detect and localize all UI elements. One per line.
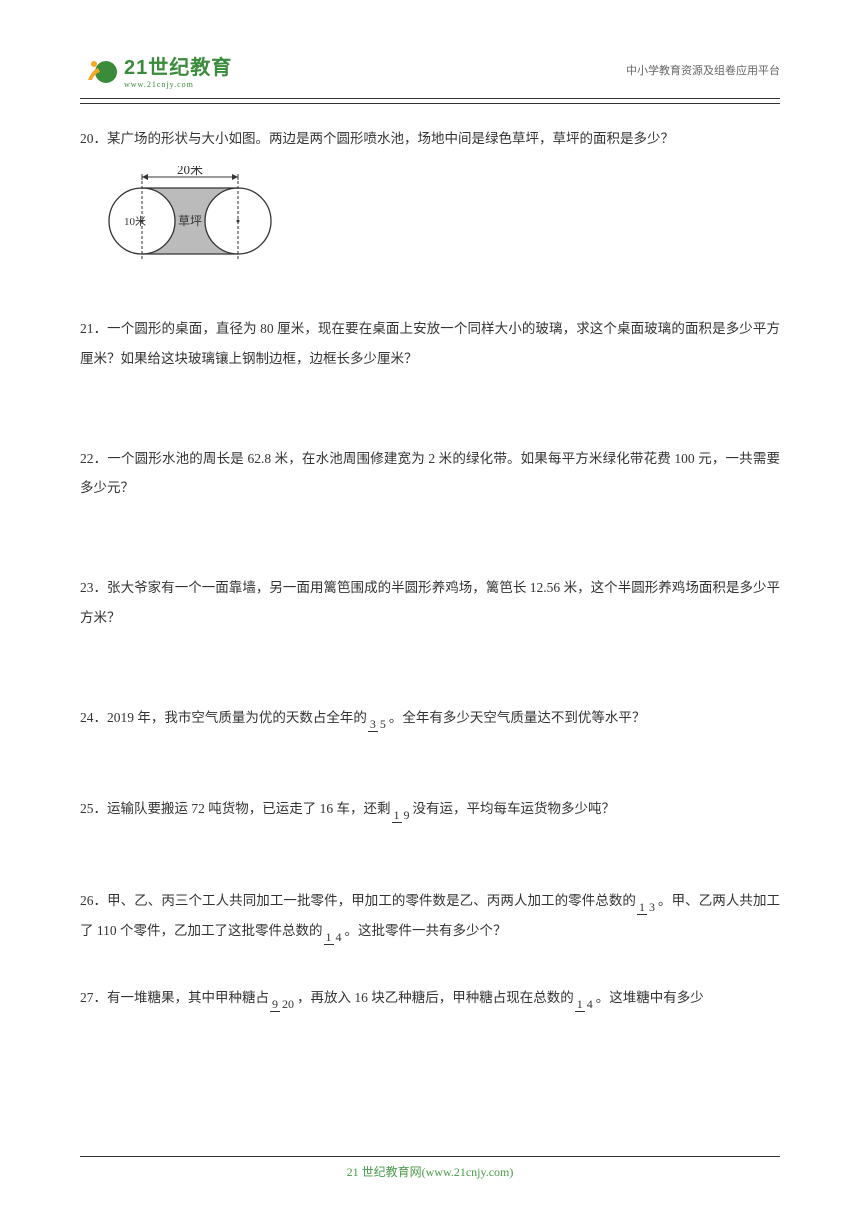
problem-body: ．张大爷家有一个一面靠墙，另一面用篱笆围成的半圆形养鸡场，篱笆长 12.56 米… (80, 580, 780, 625)
problem-number: 22 (80, 451, 94, 466)
problem-text: 25．运输队要搬运 72 吨货物，已运走了 16 车，还剩19没有运，平均每车运… (80, 794, 780, 824)
problem-body-before: ．2019 年，我市空气质量为优的天数占全年的 (94, 710, 367, 725)
problem-text: 27．有一堆糖果，其中甲种糖占920，再放入 16 块乙种糖后，甲种糖占现在总数… (80, 983, 780, 1013)
problem-number: 27 (80, 990, 94, 1005)
problem-text: 20．某广场的形状与大小如图。两边是两个圆形喷水池，场地中间是绿色草坪，草坪的面… (80, 124, 780, 154)
fig-top-label: 20米 (177, 166, 203, 177)
problem-body: ．一个圆形水池的周长是 62.8 米，在水池周围修建宽为 2 米的绿化带。如果每… (80, 451, 780, 496)
problem-27: 27．有一堆糖果，其中甲种糖占920，再放入 16 块乙种糖后，甲种糖占现在总数… (80, 983, 780, 1013)
problem-body-after: 。这堆糖中有多少 (596, 990, 704, 1005)
frac-denominator: 5 (378, 717, 388, 731)
frac-numerator: 1 (392, 808, 402, 823)
frac-denominator: 20 (280, 997, 296, 1011)
problem-body-after: 没有运，平均每车运货物多少吨？ (413, 801, 616, 816)
fig-center-label: 草坪 (178, 214, 202, 228)
frac-numerator: 3 (368, 717, 378, 732)
frac-denominator: 4 (334, 930, 344, 944)
logo-icon (80, 50, 120, 90)
logo-text: 21世纪教育 www.21cnjy.com (124, 51, 232, 89)
problem-26: 26．甲、乙、丙三个工人共同加工一批零件，甲加工的零件数是乙、丙两人加工的零件总… (80, 886, 780, 945)
page-footer: 21 世纪教育网(www.21cnjy.com) (80, 1156, 780, 1181)
frac-numerator: 1 (575, 997, 585, 1012)
problem-21: 21．一个圆形的桌面，直径为 80 厘米，现在要在桌面上安放一个同样大小的玻璃，… (80, 314, 780, 373)
logo: 21世纪教育 www.21cnjy.com (80, 50, 232, 90)
problem-body-after: 。这批零件一共有多少个？ (345, 923, 507, 938)
problem-body-after: 。全年有多少天空气质量达不到优等水平？ (389, 710, 646, 725)
logo-main-text: 21世纪教育 (124, 51, 232, 80)
fig-left-label: 10米 (124, 215, 146, 228)
header-right-text: 中小学教育资源及组卷应用平台 (626, 62, 780, 78)
problem-number: 23 (80, 580, 94, 595)
logo-sub-text: www.21cnjy.com (124, 80, 232, 89)
fraction: 19 (392, 809, 412, 821)
problem-text: 24．2019 年，我市空气质量为优的天数占全年的35。全年有多少天空气质量达不… (80, 703, 780, 733)
fraction-2: 14 (324, 931, 344, 943)
problem-text: 23．张大爷家有一个一面靠墙，另一面用篱笆围成的半圆形养鸡场，篱笆长 12.56… (80, 573, 780, 632)
problem-20: 20．某广场的形状与大小如图。两边是两个圆形喷水池，场地中间是绿色草坪，草坪的面… (80, 124, 780, 276)
frac-numerator: 1 (637, 900, 647, 915)
problem-number: 24 (80, 710, 94, 725)
problem-number: 21 (80, 321, 94, 336)
fraction-1: 920 (270, 998, 296, 1010)
frac-denominator: 3 (647, 900, 657, 914)
fraction: 35 (368, 718, 388, 730)
problem-23: 23．张大爷家有一个一面靠墙，另一面用篱笆围成的半圆形养鸡场，篱笆长 12.56… (80, 573, 780, 632)
header-line-1 (80, 98, 780, 99)
problem-body-mid: ，再放入 16 块乙种糖后，甲种糖占现在总数的 (297, 990, 574, 1005)
frac-numerator: 9 (270, 997, 280, 1012)
problem-text: 22．一个圆形水池的周长是 62.8 米，在水池周围修建宽为 2 米的绿化带。如… (80, 444, 780, 503)
problem-number: 20 (80, 131, 94, 146)
problem-22: 22．一个圆形水池的周长是 62.8 米，在水池周围修建宽为 2 米的绿化带。如… (80, 444, 780, 503)
problem-number: 26 (80, 893, 94, 908)
problem-25: 25．运输队要搬运 72 吨货物，已运走了 16 车，还剩19没有运，平均每车运… (80, 794, 780, 824)
problem-text: 26．甲、乙、丙三个工人共同加工一批零件，甲加工的零件数是乙、丙两人加工的零件总… (80, 886, 780, 945)
page-header: 21世纪教育 www.21cnjy.com 中小学教育资源及组卷应用平台 (80, 50, 780, 90)
problem-number: 25 (80, 801, 94, 816)
problem-body: ．某广场的形状与大小如图。两边是两个圆形喷水池，场地中间是绿色草坪，草坪的面积是… (94, 131, 675, 146)
frac-denominator: 9 (402, 808, 412, 822)
problem-body-before: ．运输队要搬运 72 吨货物，已运走了 16 车，还剩 (94, 801, 391, 816)
problem-text: 21．一个圆形的桌面，直径为 80 厘米，现在要在桌面上安放一个同样大小的玻璃，… (80, 314, 780, 373)
content-area: 20．某广场的形状与大小如图。两边是两个圆形喷水池，场地中间是绿色草坪，草坪的面… (80, 124, 780, 1013)
problem-body-before: ．甲、乙、丙三个工人共同加工一批零件，甲加工的零件数是乙、丙两人加工的零件总数的 (94, 893, 636, 908)
footer-text: 21 世纪教育网(www.21cnjy.com) (347, 1165, 514, 1179)
frac-numerator: 1 (324, 930, 334, 945)
problem-body-before: ．有一堆糖果，其中甲种糖占 (94, 990, 270, 1005)
fraction-1: 13 (637, 901, 657, 913)
problem-body: ．一个圆形的桌面，直径为 80 厘米，现在要在桌面上安放一个同样大小的玻璃，求这… (80, 321, 780, 366)
fraction-2: 14 (575, 998, 595, 1010)
problem-20-figure: 20米 10米 草坪 (100, 166, 780, 277)
frac-denominator: 4 (585, 997, 595, 1011)
problem-24: 24．2019 年，我市空气质量为优的天数占全年的35。全年有多少天空气质量达不… (80, 703, 780, 733)
header-line-2 (80, 103, 780, 104)
